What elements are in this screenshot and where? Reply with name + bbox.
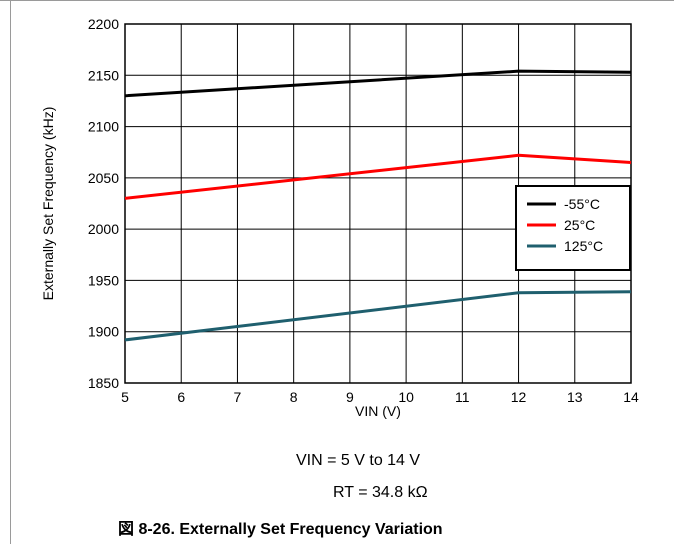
legend-label: 125°C [564,238,603,254]
frequency-chart: 1850 1900 1950 2000 2050 2100 2150 2200 5 6 7 8 9 10 1… [40,16,639,419]
condition-vin: VIN = 5 V to 14 V [296,452,421,469]
condition-rt: RT = 34.8 kΩ [333,484,428,501]
y-tick-label: 1850 [88,375,119,391]
y-tick-label: 1900 [88,324,119,340]
y-axis-label: Externally Set Frequency (kHz) [40,107,56,301]
x-tick-label: 11 [455,389,470,405]
y-tick-label: 2050 [88,170,119,186]
legend-label: 25°C [564,217,595,233]
legend-box [515,185,631,271]
x-axis-label: VIN (V) [355,403,401,419]
x-tick-label: 10 [398,389,414,405]
figure-caption: 図 8-26. Externally Set Frequency Variati… [118,521,443,538]
x-tick-label: 9 [346,389,354,405]
y-tick-label: 2000 [88,221,119,237]
x-tick-label: 13 [567,389,583,405]
y-tick-label: 2150 [88,67,119,83]
series-line-2 [124,290,632,342]
series-line-0 [124,69,632,98]
legend-label: -55°C [564,196,600,212]
page-frame-left [10,0,11,544]
y-tick-label: 2100 [88,119,119,135]
x-tick-label: 8 [290,389,298,405]
x-tick-label: 5 [121,389,129,405]
x-tick-label: 6 [177,389,185,405]
page-frame-top [0,0,674,1]
series-line-1 [124,153,632,200]
y-tick-label: 2200 [88,16,119,32]
y-tick-label: 1950 [88,272,119,288]
x-tick-label: 14 [623,389,639,405]
x-tick-label: 7 [234,389,242,405]
x-tick-label: 12 [511,389,527,405]
